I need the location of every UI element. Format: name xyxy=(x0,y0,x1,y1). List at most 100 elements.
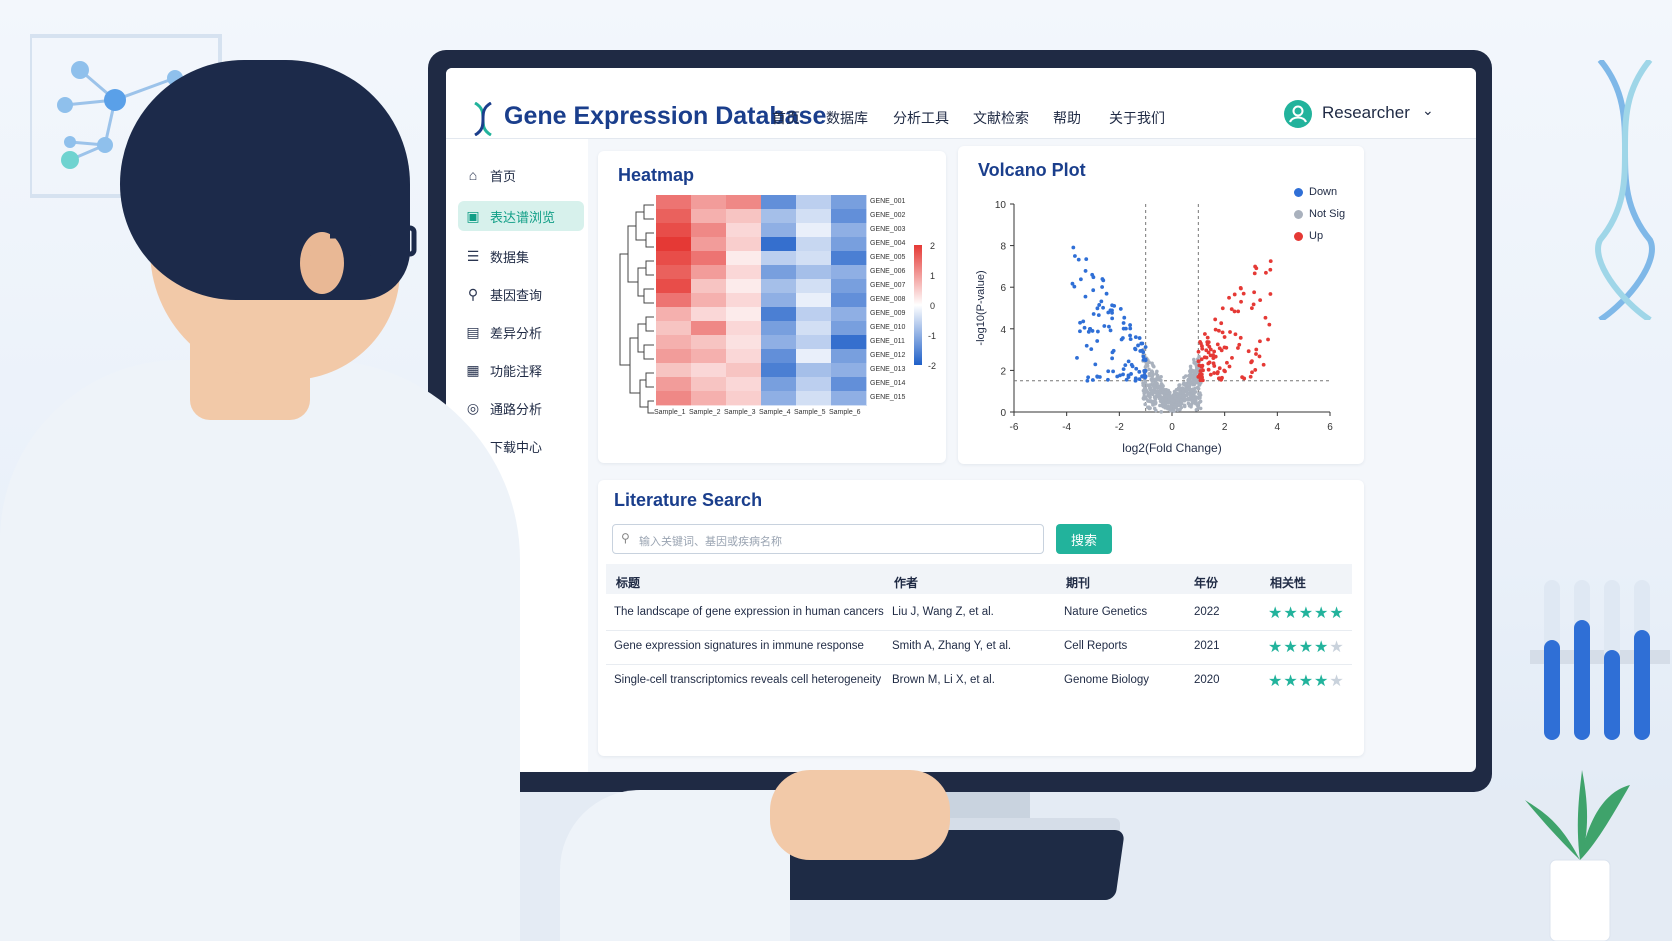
literature-search-input[interactable]: ⚲ 输入关键词、基因或疾病名称 xyxy=(612,524,1044,554)
volcano-point-notsig xyxy=(1187,373,1191,378)
sidebar-item-pathway[interactable]: ◎ 通路分析 xyxy=(458,393,584,423)
volcano-point-up xyxy=(1227,364,1232,369)
x-tick-label: 2 xyxy=(1222,422,1228,433)
sidebar-item-diff-analysis[interactable]: ▤ 差异分析 xyxy=(458,317,584,347)
heatmap-cell xyxy=(796,307,832,322)
x-tick-label: 0 xyxy=(1169,422,1175,433)
volcano-point-up xyxy=(1227,295,1231,300)
volcano-point-notsig xyxy=(1158,399,1163,403)
volcano-point-down xyxy=(1081,319,1086,324)
volcano-point-notsig xyxy=(1162,394,1167,398)
user-name[interactable]: Researcher xyxy=(1322,103,1410,122)
col-authors[interactable]: 作者 xyxy=(894,576,919,590)
heatmap-cell xyxy=(761,307,797,322)
volcano-point-down xyxy=(1123,363,1128,368)
volcano-point-notsig xyxy=(1194,399,1198,403)
nav-literature[interactable]: 文献检索 xyxy=(973,110,1029,126)
search-button[interactable]: 搜索 xyxy=(1056,524,1112,554)
heatmap-cell xyxy=(831,195,867,210)
scale-tick-neg1: -1 xyxy=(928,331,937,341)
col-title[interactable]: 标题 xyxy=(616,576,641,590)
scale-tick-0: 0 xyxy=(930,301,936,311)
row1-title[interactable]: The landscape of gene expression in huma… xyxy=(614,606,884,618)
volcano-point-down xyxy=(1137,336,1142,340)
volcano-point-up xyxy=(1254,347,1259,352)
heatmap-cell xyxy=(656,195,692,210)
scale-tick-1: 1 xyxy=(930,271,936,281)
volcano-point-down xyxy=(1090,378,1095,382)
sidebar-item-label: 下载中心 xyxy=(490,439,543,455)
gene-label: GENE_007 xyxy=(870,282,906,289)
volcano-point-down xyxy=(1078,320,1082,325)
volcano-point-up xyxy=(1220,375,1224,380)
volcano-point-notsig xyxy=(1142,394,1147,399)
sidebar-item-annotation[interactable]: ▦ 功能注释 xyxy=(458,355,584,385)
heatmap-cell xyxy=(656,321,692,336)
row1-relevance-stars: ★★★★★ xyxy=(1268,603,1345,623)
volcano-point-up xyxy=(1254,266,1259,271)
volcano-point-notsig xyxy=(1190,380,1195,384)
volcano-point-down xyxy=(1078,277,1083,282)
volcano-point-up xyxy=(1248,374,1253,379)
volcano-point-down xyxy=(1072,284,1077,289)
heatmap-cell xyxy=(796,265,832,280)
volcano-point-notsig xyxy=(1157,396,1161,401)
volcano-point-up xyxy=(1230,355,1234,360)
heatmap-cell xyxy=(831,363,867,378)
volcano-point-notsig xyxy=(1174,403,1179,408)
volcano-point-notsig xyxy=(1147,392,1152,397)
sidebar-item-dataset[interactable]: ☰ 数据集 xyxy=(458,241,584,271)
col-relevance[interactable]: 相关性 xyxy=(1270,576,1307,590)
chevron-down-icon[interactable]: ⌄ xyxy=(1422,102,1434,118)
volcano-point-notsig xyxy=(1194,366,1199,370)
volcano-point-notsig xyxy=(1143,365,1148,369)
sidebar-item-gene-query[interactable]: ⚲ 基因查询 xyxy=(458,279,584,309)
volcano-point-notsig xyxy=(1150,399,1155,404)
star-filled-icon: ★ xyxy=(1298,639,1315,656)
volcano-point-up xyxy=(1222,335,1227,339)
dataset-icon: ☰ xyxy=(466,247,480,264)
volcano-point-notsig xyxy=(1142,389,1146,394)
volcano-point-up xyxy=(1238,335,1243,340)
volcano-point-notsig xyxy=(1169,405,1173,410)
sample-label: Sample_2 xyxy=(689,409,721,416)
heatmap-cell xyxy=(656,279,692,294)
row2-title[interactable]: Gene expression signatures in immune res… xyxy=(614,640,864,652)
heatmap-cell xyxy=(726,321,762,336)
nav-help[interactable]: 帮助 xyxy=(1053,110,1081,126)
nav-about[interactable]: 关于我们 xyxy=(1109,110,1165,126)
volcano-point-down xyxy=(1110,310,1114,315)
user-avatar-icon[interactable] xyxy=(1284,100,1312,128)
search-icon: ⚲ xyxy=(621,531,630,545)
row3-title[interactable]: Single-cell transcriptomics reveals cell… xyxy=(614,674,882,686)
legend-up: Up xyxy=(1294,230,1323,242)
volcano-point-notsig xyxy=(1181,382,1186,386)
volcano-point-down xyxy=(1089,347,1094,351)
col-year[interactable]: 年份 xyxy=(1194,576,1219,590)
heatmap-cell xyxy=(726,377,762,392)
volcano-point-down xyxy=(1141,354,1146,359)
row1-year: 2022 xyxy=(1194,606,1220,618)
col-journal[interactable]: 期刊 xyxy=(1066,576,1091,590)
volcano-point-up xyxy=(1208,372,1213,377)
volcano-point-down xyxy=(1118,373,1122,378)
sidebar-item-home[interactable]: ⌂ 首页 xyxy=(458,160,584,190)
heatmap-cell xyxy=(726,195,762,210)
nav-analysis-tools[interactable]: 分析工具 xyxy=(893,110,949,126)
sample-label: Sample_3 xyxy=(724,409,756,416)
heatmap-cell xyxy=(761,237,797,252)
nav-database[interactable]: 数据库 xyxy=(826,110,868,126)
volcano-point-notsig xyxy=(1158,387,1163,392)
sidebar-item-expression-browse[interactable]: ▣ 表达谱浏览 xyxy=(458,201,584,231)
dna-logo-icon xyxy=(474,102,492,136)
volcano-point-down xyxy=(1100,285,1105,289)
nav-home[interactable]: 首页 xyxy=(772,110,800,126)
volcano-point-notsig xyxy=(1184,393,1189,398)
volcano-point-down xyxy=(1083,294,1088,299)
heatmap-cell xyxy=(691,335,727,350)
volcano-point-up xyxy=(1211,356,1216,360)
heatmap-cell xyxy=(656,293,692,308)
volcano-point-down xyxy=(1121,372,1125,377)
chart-icon: ▤ xyxy=(466,323,480,340)
volcano-point-notsig xyxy=(1188,393,1193,397)
